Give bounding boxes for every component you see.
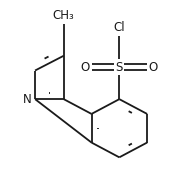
Text: O: O	[81, 61, 90, 74]
Text: S: S	[116, 61, 123, 74]
Text: CH₃: CH₃	[53, 9, 75, 22]
Text: N: N	[23, 93, 32, 106]
Text: Cl: Cl	[113, 21, 125, 34]
Text: O: O	[149, 61, 158, 74]
